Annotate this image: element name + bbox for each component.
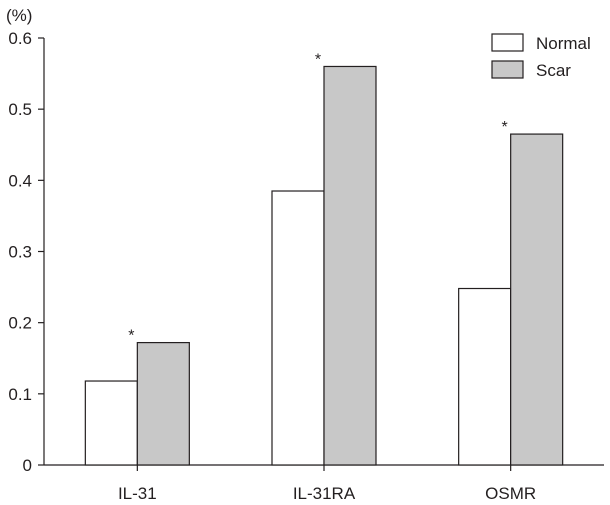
bar-normal-il-31 — [84, 380, 138, 466]
significance-asterisk: * — [128, 328, 134, 345]
y-tick-label: 0.3 — [8, 243, 32, 262]
y-axis: 0 0.1 0.2 0.3 0.4 0.5 0.6 — [8, 29, 45, 475]
y-tick-label: 0.4 — [8, 171, 32, 190]
x-tick-label: IL-31RA — [293, 484, 356, 503]
y-axis-label: (%) — [6, 6, 32, 25]
significance-markers: * * * — [128, 51, 508, 344]
legend-label-scar: Scar — [536, 61, 571, 80]
legend-swatch-scar — [491, 60, 524, 79]
legend: Normal Scar — [491, 33, 591, 80]
legend-swatch-normal — [491, 33, 524, 52]
legend-label-normal: Normal — [536, 34, 591, 53]
significance-asterisk: * — [502, 119, 508, 136]
bars — [84, 65, 564, 466]
x-axis: IL-31 IL-31RA OSMR — [44, 464, 604, 503]
significance-asterisk: * — [315, 51, 321, 68]
bar-scar-osmr — [510, 133, 564, 466]
y-tick-label: 0.5 — [8, 100, 32, 119]
bar-normal-il-31ra — [271, 190, 325, 466]
y-tick-label: 0.1 — [8, 385, 32, 404]
x-tick-label: IL-31 — [118, 484, 157, 503]
bar-scar-il-31 — [136, 341, 190, 466]
y-tick-label: 0.6 — [8, 29, 32, 48]
y-tick-label: 0 — [23, 456, 32, 475]
bar-scar-il-31ra — [323, 65, 377, 466]
x-tick-label: OSMR — [485, 484, 536, 503]
bar-normal-osmr — [458, 287, 512, 466]
y-tick-label: 0.2 — [8, 314, 32, 333]
